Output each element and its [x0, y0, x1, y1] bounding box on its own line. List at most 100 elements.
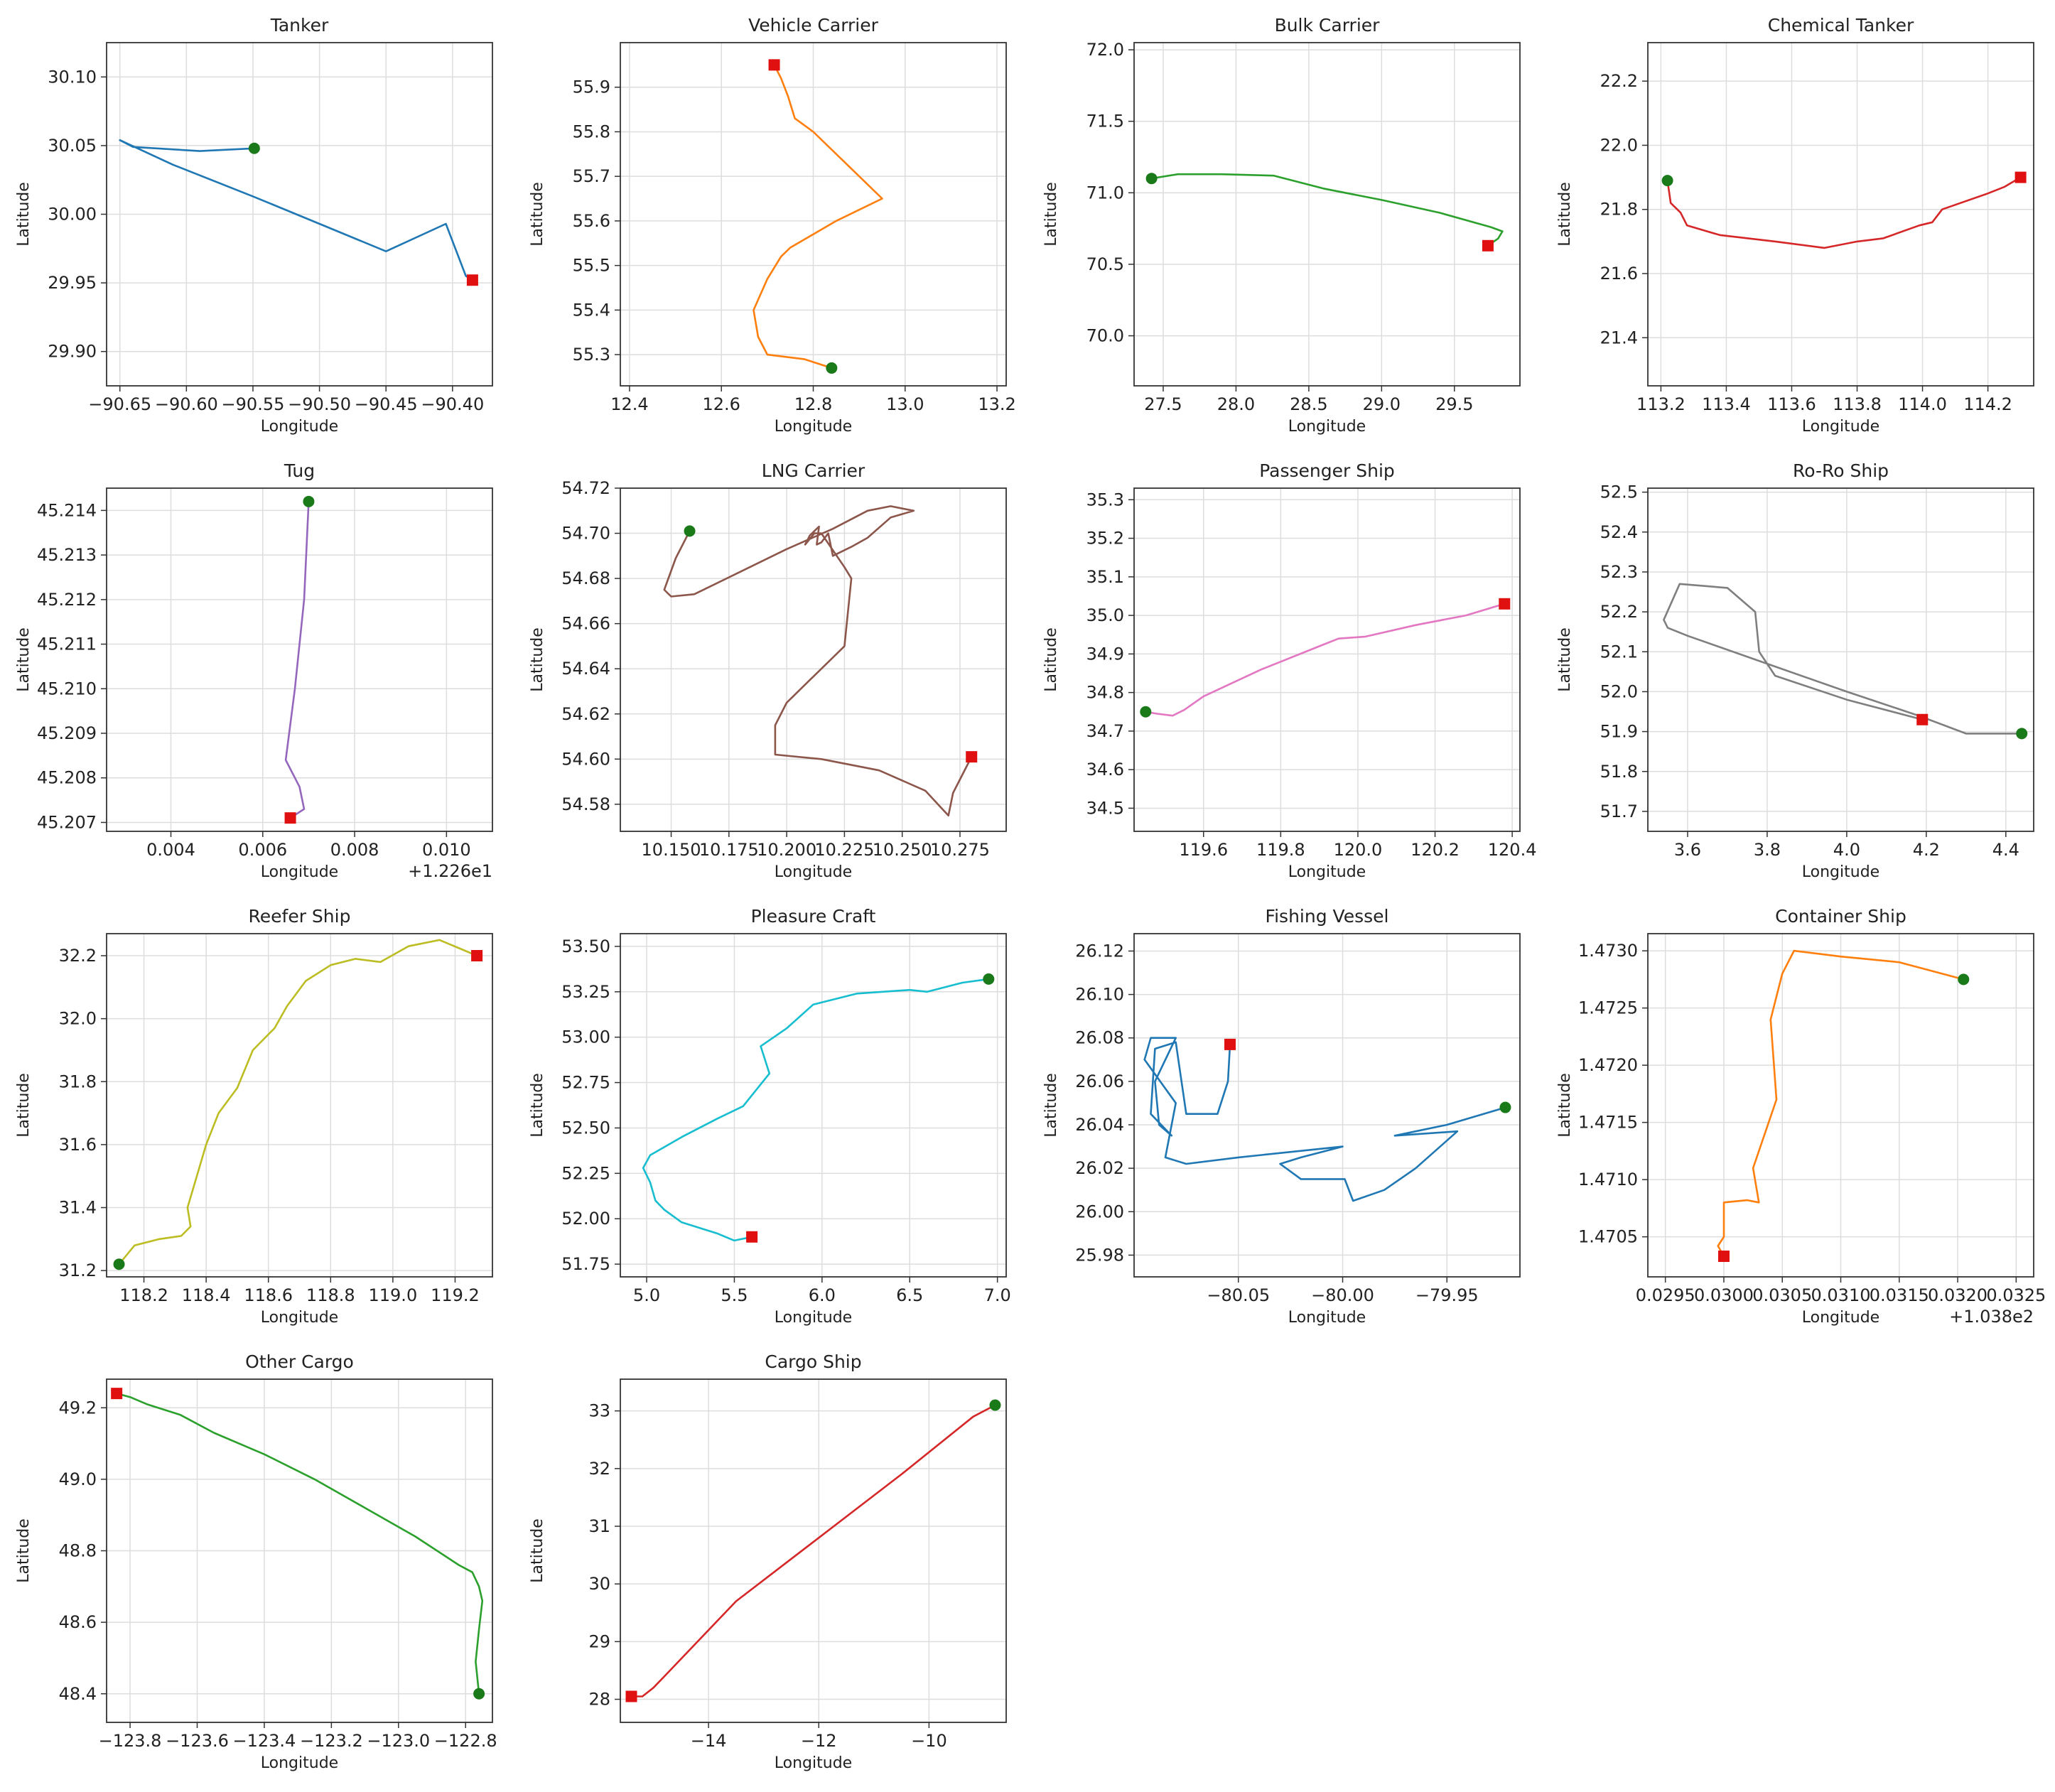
x-tick-label: 6.0 — [809, 1285, 836, 1305]
y-tick-label: 54.62 — [561, 704, 610, 724]
subplot-2: Bulk Carrier 27.5 28.0 28.5 29.0 29.5 70.0 70.5… — [1042, 15, 1521, 436]
y-tick-label: 34.9 — [1086, 644, 1124, 664]
start-point-marker — [989, 1399, 1001, 1411]
x-tick-label: 4.2 — [1913, 840, 1940, 860]
track-line — [753, 64, 883, 369]
y-tick-label: 45.210 — [37, 679, 97, 698]
y-tick-label: 55.7 — [573, 166, 610, 186]
x-tick-label: 118.2 — [119, 1285, 168, 1305]
axes-frame — [1133, 42, 1521, 387]
start-point-marker — [826, 362, 838, 374]
end-point-marker — [768, 59, 780, 71]
end-point-marker — [1916, 713, 1929, 725]
y-tick-label: 54.58 — [561, 794, 610, 814]
x-tick-label: 29.5 — [1435, 394, 1473, 414]
y-tick-label: 26.06 — [1075, 1072, 1124, 1091]
y-axis-label: Latitude — [529, 1518, 546, 1583]
y-axis-label: Latitude — [15, 182, 33, 247]
y-tick-label: 30.05 — [48, 136, 97, 156]
x-tick-label: 0.0315 — [1870, 1285, 1929, 1305]
track-line — [663, 505, 973, 817]
x-tick-label: 10.200 — [757, 840, 816, 860]
y-tick-label: 54.66 — [561, 614, 610, 634]
y-tick-label: 52.3 — [1600, 562, 1638, 582]
x-tick-label: 114.2 — [1963, 394, 2012, 414]
y-tick-label: 48.6 — [59, 1612, 97, 1632]
track-line — [1145, 603, 1506, 717]
start-point-marker — [1661, 175, 1673, 187]
end-point-marker — [1499, 598, 1511, 610]
y-tick-label: 53.50 — [561, 937, 610, 956]
axes-frame — [1133, 933, 1521, 1278]
y-tick-label: 25.98 — [1075, 1245, 1124, 1265]
x-tick-label: 6.5 — [896, 1285, 923, 1305]
x-tick-label: 113.8 — [1833, 394, 1882, 414]
x-tick-label: 0.0300 — [1694, 1285, 1754, 1305]
track-line — [284, 500, 310, 819]
x-tick-label: 113.2 — [1636, 394, 1685, 414]
subplot-9: Pleasure Craft 5.0 5.5 6.0 6.5 7.0 51.75 52.00 5… — [529, 906, 1011, 1327]
y-tick-label: 55.5 — [573, 256, 610, 276]
y-tick-label: 55.6 — [573, 211, 610, 231]
end-point-marker — [2014, 171, 2027, 183]
y-tick-label: 51.9 — [1600, 722, 1638, 742]
y-axis-label: Latitude — [1042, 182, 1060, 247]
y-tick-label: 48.8 — [59, 1541, 97, 1561]
y-tick-label: 1.4705 — [1578, 1227, 1638, 1247]
x-tick-label: 13.2 — [978, 394, 1015, 414]
y-axis-label: Latitude — [15, 1518, 33, 1583]
x-tick-label: 0.0295 — [1636, 1285, 1695, 1305]
x-tick-label: 7.0 — [984, 1285, 1011, 1305]
subplot-8: Reefer Ship 118.2 118.4 118.6 118.8 119.0 119.… — [15, 906, 493, 1327]
y-tick-label: 34.6 — [1086, 760, 1124, 779]
axes-frame — [620, 1378, 1007, 1723]
end-point-marker — [746, 1231, 758, 1243]
y-tick-label: 70.5 — [1086, 254, 1124, 274]
subplot-13: Cargo Ship −14 −12 −10 28 29 30 31 32 33 Longitude… — [529, 1351, 1007, 1772]
end-point-marker — [284, 812, 296, 824]
y-tick-label: 21.6 — [1600, 264, 1638, 284]
y-tick-label: 35.3 — [1086, 490, 1124, 509]
x-tick-label: −90.45 — [355, 394, 418, 414]
x-axis-label: Longitude — [1802, 863, 1879, 881]
subplot-title: Vehicle Carrier — [748, 15, 879, 36]
y-tick-label: 28 — [588, 1690, 610, 1710]
axes-frame — [1133, 487, 1521, 832]
y-tick-label: 26.04 — [1075, 1115, 1124, 1135]
x-tick-label: −123.0 — [367, 1731, 430, 1751]
start-point-marker — [2016, 728, 2028, 740]
x-tick-label: 10.250 — [873, 840, 932, 860]
x-tick-label: 4.0 — [1833, 840, 1860, 860]
y-tick-label: 45.212 — [37, 590, 97, 610]
x-tick-label: −90.50 — [288, 394, 351, 414]
axes-frame — [106, 933, 493, 1278]
track-line — [115, 1392, 484, 1695]
y-tick-label: 21.8 — [1600, 200, 1638, 220]
start-point-marker — [473, 1688, 485, 1700]
subplot-title: Chemical Tanker — [1768, 15, 1914, 36]
y-tick-label: 45.211 — [37, 635, 97, 654]
subplot-3: Chemical Tanker 113.2 113.4 113.6 113.8 114.0… — [1556, 15, 2034, 436]
subplot-title: LNG Carrier — [762, 460, 865, 481]
x-tick-label: 5.5 — [721, 1285, 748, 1305]
y-tick-label: 35.0 — [1086, 605, 1124, 625]
y-tick-label: 52.5 — [1600, 482, 1638, 502]
subplot-7: Ro-Ro Ship 3.6 3.8 4.0 4.2 4.4 51.7 51.8 51.9 52.… — [1556, 460, 2034, 881]
subplot-title: Cargo Ship — [765, 1351, 861, 1372]
x-tick-label: 4.4 — [1992, 840, 2019, 860]
x-tick-label: −90.55 — [222, 394, 285, 414]
x-axis-label: Longitude — [775, 418, 852, 436]
y-axis-label: Latitude — [529, 627, 546, 692]
y-tick-label: 51.7 — [1600, 801, 1638, 821]
y-axis-label: Latitude — [1556, 182, 1574, 247]
x-tick-label: −90.65 — [88, 394, 151, 414]
x-tick-label: 10.175 — [699, 840, 759, 860]
x-tick-label: −80.00 — [1311, 1285, 1374, 1305]
x-tick-label: −79.95 — [1415, 1285, 1479, 1305]
track-line — [1717, 949, 1965, 1258]
y-tick-label: 45.213 — [37, 545, 97, 565]
y-tick-label: 53.25 — [561, 982, 610, 1002]
end-point-marker — [1482, 239, 1494, 252]
y-axis-label: Latitude — [1556, 627, 1574, 692]
track-line — [1663, 583, 2023, 735]
